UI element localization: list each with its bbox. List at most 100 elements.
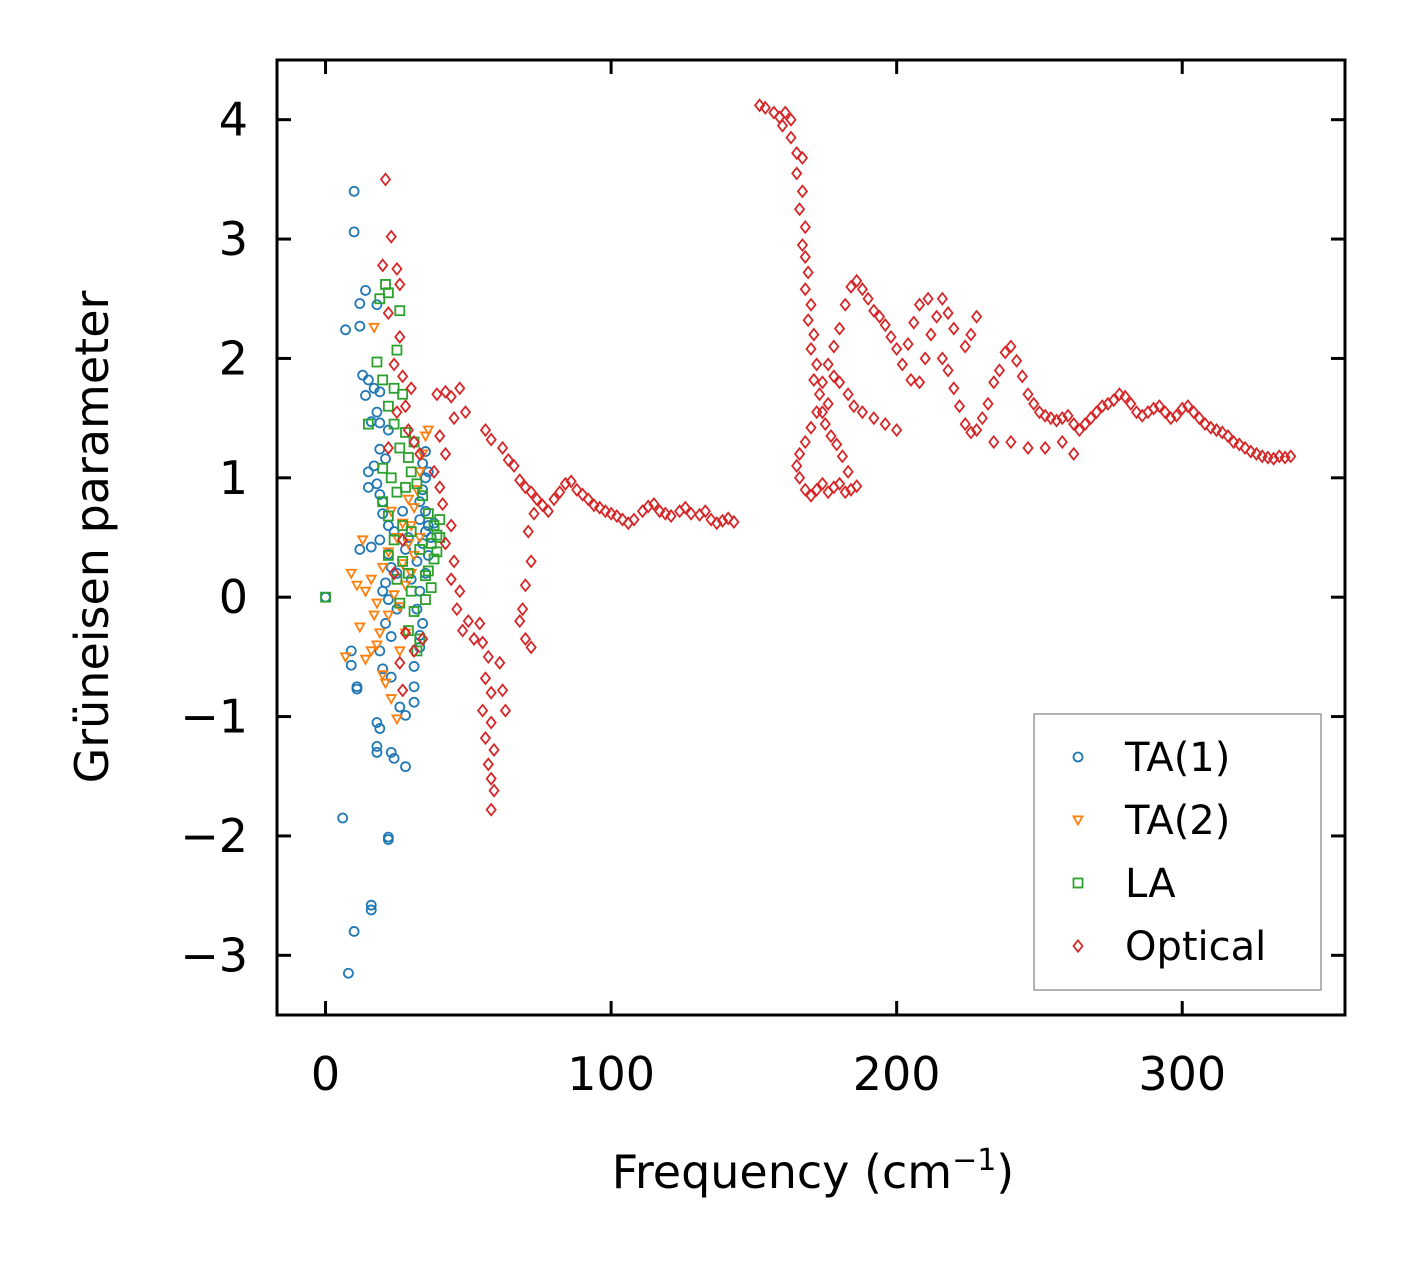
data-point [791,458,803,473]
data-point [360,284,371,296]
data-point [382,547,395,559]
data-point [1039,408,1051,423]
data-point [394,442,406,454]
data-point [468,631,480,647]
data-point [394,277,406,292]
data-point [636,504,649,519]
data-point [862,291,874,306]
data-point [431,387,443,402]
data-point [1005,434,1017,450]
data-point [879,417,891,432]
data-point [365,899,377,911]
data-point [374,386,386,398]
series-optical [377,98,1297,817]
data-point [390,714,403,726]
data-point [822,485,834,500]
data-point [428,553,440,565]
data-point [665,508,677,524]
data-point [356,535,369,547]
data-point [373,628,386,640]
data-point [1182,399,1194,414]
data-point [508,458,520,473]
data-point [439,384,452,399]
data-point [420,505,431,517]
data-point [942,306,954,321]
data-point [1285,449,1297,464]
data-point [417,490,429,502]
data-point [337,812,349,824]
data-point [376,562,389,574]
data-point [599,504,612,519]
x-tick-label: 0 [311,1047,340,1101]
data-point [796,150,809,165]
data-point [385,671,397,683]
data-point [582,492,594,507]
data-point [936,291,949,306]
data-point [531,492,543,507]
data-point [408,436,420,448]
data-point [425,532,437,543]
data-point [485,771,497,786]
data-point [642,499,654,514]
data-point [365,416,377,428]
legend-marker-ta-2- [1071,815,1085,827]
data-point [422,508,434,520]
data-point [345,568,358,580]
data-point [488,783,500,798]
data-point [1010,353,1023,368]
data-point [425,582,437,594]
data-point [828,339,840,354]
data-point [988,434,1000,450]
data-point [377,374,389,386]
data-point [396,532,409,547]
data-point [342,967,354,979]
data-point [965,425,977,440]
data-point [408,643,420,658]
data-point [802,265,814,280]
data-point [496,683,509,698]
data-point [576,487,589,502]
data-point [896,357,909,372]
data-point [422,520,434,531]
data-point [565,474,577,489]
data-point [397,520,409,531]
data-point [536,498,549,513]
data-point [405,466,417,478]
data-point [370,640,383,652]
data-point [1267,451,1280,466]
data-point [819,417,831,432]
data-point [1085,411,1097,426]
data-point [345,645,357,657]
data-point [528,506,540,521]
data-point [1079,417,1091,432]
data-point [402,452,414,463]
data-point [394,305,406,317]
data-point [374,443,386,455]
data-point [397,505,409,517]
data-point [408,696,420,708]
data-point [434,480,446,495]
data-point [411,645,423,657]
data-point [411,478,423,490]
data-point [405,573,417,585]
data-point [396,559,409,571]
data-point [705,512,717,527]
data-point [374,723,386,734]
data-point [833,375,846,390]
data-point [351,683,363,695]
data-point [354,544,366,555]
data-point [417,618,429,629]
data-point [648,497,660,512]
legend-label: Optical [1125,924,1266,970]
data-point [1028,396,1040,411]
data-point [842,464,854,479]
data-point [400,761,411,773]
data-point [759,100,771,115]
data-point [394,329,406,345]
data-point [785,112,797,127]
data-point [519,631,532,647]
data-point [448,411,460,426]
data-point [365,904,377,916]
data-point [768,105,780,120]
data-point [371,299,383,311]
